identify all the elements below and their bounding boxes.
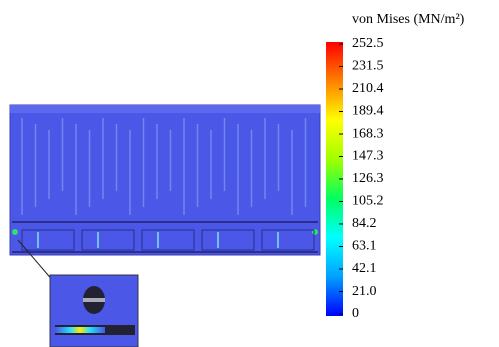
colorbar-tick-label: 63.1	[352, 239, 377, 254]
container-top-rail	[10, 105, 320, 113]
colorbar-tick-label: 189.4	[352, 104, 384, 119]
inset-slot	[83, 298, 105, 302]
chart: von Mises (MN/m²) 0 21.0 42.1 63.1 84.2 105.2…	[0, 0, 499, 347]
colorbar-tick-label: 0	[352, 306, 359, 321]
colorbar-tick-label: 147.3	[352, 149, 384, 164]
inset-hotspot	[55, 327, 105, 333]
corner-fitting	[12, 229, 18, 235]
colorbar-tick-label: 84.2	[352, 216, 377, 231]
colorbar-tick-label: 252.5	[352, 36, 384, 51]
colorbar-tick-label: 168.3	[352, 126, 384, 141]
colorbar-title: von Mises (MN/m²)	[352, 12, 465, 27]
colorbar-tick-label: 21.0	[352, 284, 377, 299]
colorbar-tick-label: 42.1	[352, 261, 377, 276]
container-body	[10, 105, 320, 255]
page: von Mises (MN/m²) 0 21.0 42.1 63.1 84.2 105.2…	[0, 0, 499, 347]
container-model	[10, 105, 320, 255]
inset	[50, 275, 138, 347]
colorbar-tick-label: 105.2	[352, 194, 384, 209]
colorbar-tick-label: 210.4	[352, 81, 384, 96]
colorbar-tick-label: 126.3	[352, 171, 384, 186]
colorbar-tick-label: 231.5	[352, 59, 384, 74]
